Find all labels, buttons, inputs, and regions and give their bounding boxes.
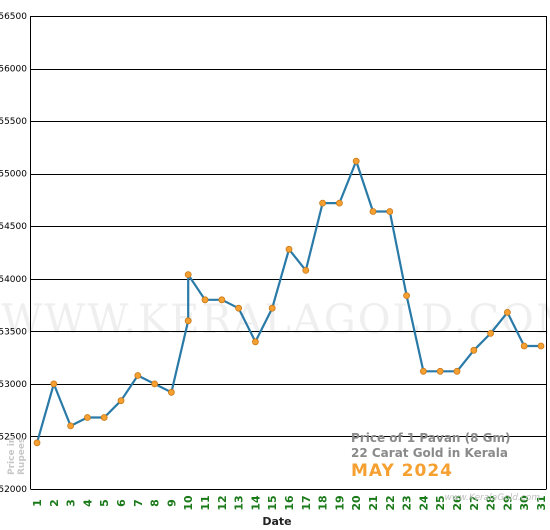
data-point (386, 208, 394, 215)
data-point (100, 414, 108, 421)
x-axis-label: Date (262, 515, 291, 528)
x-tick-label: 11 (199, 495, 212, 510)
x-tick-label: 22 (384, 495, 397, 510)
price-markers (33, 157, 545, 447)
data-point (84, 414, 91, 421)
data-point (319, 199, 327, 207)
y-axis-ticks: 52000 52500 53000 53500 54000 54500 55000 55500… (0, 12, 27, 495)
data-point (436, 367, 444, 375)
y-tick-label: 54000 (0, 275, 27, 285)
y-axis-label-line1: Price in (7, 437, 17, 475)
x-tick-label: 7 (132, 499, 145, 507)
x-tick-label: 12 (216, 495, 229, 510)
data-point (67, 422, 74, 430)
data-point (403, 292, 411, 300)
x-tick-label: 13 (233, 495, 246, 510)
x-tick-label: 19 (333, 495, 346, 510)
x-tick-label: 8 (149, 499, 162, 507)
x-tick-label: 17 (300, 495, 313, 510)
x-tick-label: 1 (31, 499, 44, 507)
x-tick-label: 2 (48, 499, 61, 507)
x-tick-label: 9 (165, 499, 178, 507)
x-tick-label: 26 (451, 495, 464, 511)
data-point (352, 157, 360, 165)
data-point (470, 346, 478, 354)
annotation-subtitle: 22 Carat Gold in Kerala (351, 446, 508, 460)
x-tick-label: 28 (485, 495, 498, 510)
y-tick-label: 52500 (0, 432, 27, 442)
annotation-title: Price of 1 Pavan (8 Gm) (351, 431, 511, 445)
data-point (134, 372, 142, 379)
y-tick-label: 53000 (0, 380, 27, 390)
x-tick-label: 15 (266, 495, 279, 510)
data-point (167, 388, 175, 396)
data-point (369, 208, 377, 215)
y-tick-label: 55500 (0, 117, 27, 127)
data-point (50, 380, 58, 388)
x-tick-label: 10 (182, 495, 195, 511)
data-point (520, 342, 528, 350)
x-tick-label: 16 (283, 495, 296, 511)
x-tick-label: 23 (401, 495, 414, 510)
x-tick-label: 4 (81, 499, 94, 507)
x-tick-label: 25 (434, 495, 447, 510)
data-point (268, 304, 276, 312)
x-tick-label: 29 (501, 495, 514, 510)
x-tick-label: 20 (350, 495, 363, 511)
y-axis-label-line2: Rupees (17, 438, 27, 475)
x-tick-label: 5 (98, 499, 111, 507)
x-tick-label: 18 (317, 495, 330, 510)
data-point (537, 342, 545, 350)
data-point (335, 199, 343, 207)
data-point (302, 266, 310, 274)
x-tick-label: 24 (417, 495, 430, 511)
data-point (419, 367, 427, 375)
data-point (235, 304, 243, 312)
data-point (503, 308, 511, 316)
y-tick-label: 52000 (0, 485, 27, 495)
x-tick-label: 6 (115, 499, 128, 507)
grid-lines (30, 16, 547, 490)
data-point (201, 296, 209, 304)
data-point (285, 245, 293, 253)
y-tick-label: 56000 (0, 65, 27, 75)
y-tick-label: 53500 (0, 327, 27, 337)
watermark: WWW.KERALAGOLD.COM (1, 297, 550, 343)
x-tick-label: 21 (367, 495, 380, 510)
site-credit: www.KeralaGold.com (445, 493, 541, 503)
data-point (251, 338, 259, 346)
x-axis-ticks: 1 2 3 4 5 6 7 8 9 10 11 12 13 14 15 16 17 18 19 20 21 22 23 24 2… (31, 495, 548, 511)
x-tick-label: 31 (535, 495, 548, 510)
y-axis-label: Price in Rupees (7, 437, 27, 475)
y-tick-label: 55000 (0, 170, 27, 180)
data-point (184, 271, 192, 279)
y-tick-label: 56500 (0, 12, 27, 22)
data-point (33, 439, 41, 447)
data-point (117, 397, 125, 405)
y-tick-label: 54500 (0, 222, 27, 232)
x-tick-label: 3 (65, 499, 78, 507)
x-tick-label: 30 (518, 495, 531, 511)
data-point (487, 329, 495, 337)
data-point (184, 317, 192, 325)
data-point (218, 296, 226, 304)
annotation-month: MAY 2024 (351, 461, 453, 481)
data-point (453, 367, 461, 375)
data-point (151, 380, 159, 388)
x-tick-label: 27 (468, 495, 481, 510)
x-tick-label: 14 (249, 495, 262, 511)
